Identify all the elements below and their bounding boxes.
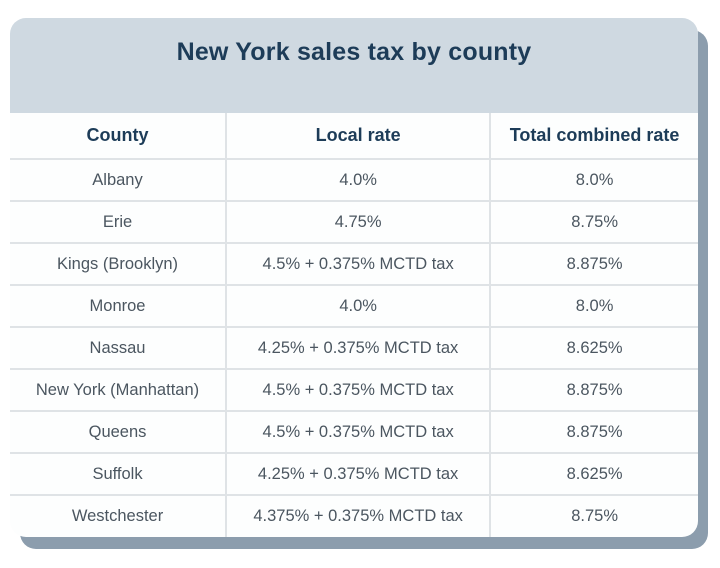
table-row: Monroe 4.0% 8.0% (10, 284, 698, 327)
table-row: Erie 4.75% 8.75% (10, 200, 698, 243)
table-row: Queens 4.5% + 0.375% MCTD tax 8.875% (10, 410, 698, 453)
local-rate-cell: 4.5% + 0.375% MCTD tax (225, 368, 491, 411)
sales-tax-table: County Local rate Total combined rate Al… (10, 113, 698, 537)
total-combined-rate-cell: 8.875% (489, 242, 698, 285)
total-combined-rate-cell: 8.875% (489, 410, 698, 453)
local-rate-cell: 4.0% (225, 158, 491, 201)
total-combined-rate-cell: 8.75% (489, 494, 698, 537)
total-combined-rate-cell: 8.0% (489, 284, 698, 327)
local-rate-cell: 4.25% + 0.375% MCTD tax (225, 326, 491, 369)
county-cell: Westchester (10, 494, 227, 537)
local-rate-cell: 4.375% + 0.375% MCTD tax (225, 494, 491, 537)
table-row: Suffolk 4.25% + 0.375% MCTD tax 8.625% (10, 452, 698, 495)
tax-table-card: New York sales tax by county County Loca… (10, 18, 698, 537)
total-combined-rate-cell: 8.75% (489, 200, 698, 243)
table-row: Kings (Brooklyn) 4.5% + 0.375% MCTD tax 8.… (10, 242, 698, 285)
local-rate-cell: 4.75% (225, 200, 491, 243)
county-cell: Albany (10, 158, 227, 201)
local-rate-cell: 4.25% + 0.375% MCTD tax (225, 452, 491, 495)
local-rate-cell: 4.5% + 0.375% MCTD tax (225, 410, 491, 453)
table-row: Albany 4.0% 8.0% (10, 158, 698, 201)
county-cell: New York (Manhattan) (10, 368, 227, 411)
column-header-total-combined-rate: Total combined rate (489, 113, 698, 159)
table-header-row: County Local rate Total combined rate (10, 113, 698, 159)
table-row: Nassau 4.25% + 0.375% MCTD tax 8.625% (10, 326, 698, 369)
table-row: New York (Manhattan) 4.5% + 0.375% MCTD t… (10, 368, 698, 411)
county-cell: Kings (Brooklyn) (10, 242, 227, 285)
card-header: New York sales tax by county (10, 18, 698, 113)
local-rate-cell: 4.5% + 0.375% MCTD tax (225, 242, 491, 285)
column-header-local-rate: Local rate (225, 113, 491, 159)
county-cell: Suffolk (10, 452, 227, 495)
county-cell: Queens (10, 410, 227, 453)
total-combined-rate-cell: 8.625% (489, 326, 698, 369)
county-cell: Nassau (10, 326, 227, 369)
page-title: New York sales tax by county (176, 38, 532, 66)
table-row: Westchester 4.375% + 0.375% MCTD tax 8.75% (10, 494, 698, 537)
local-rate-cell: 4.0% (225, 284, 491, 327)
county-cell: Erie (10, 200, 227, 243)
total-combined-rate-cell: 8.0% (489, 158, 698, 201)
column-header-county: County (86, 125, 149, 145)
total-combined-rate-cell: 8.875% (489, 368, 698, 411)
total-combined-rate-cell: 8.625% (489, 452, 698, 495)
county-cell: Monroe (10, 284, 227, 327)
